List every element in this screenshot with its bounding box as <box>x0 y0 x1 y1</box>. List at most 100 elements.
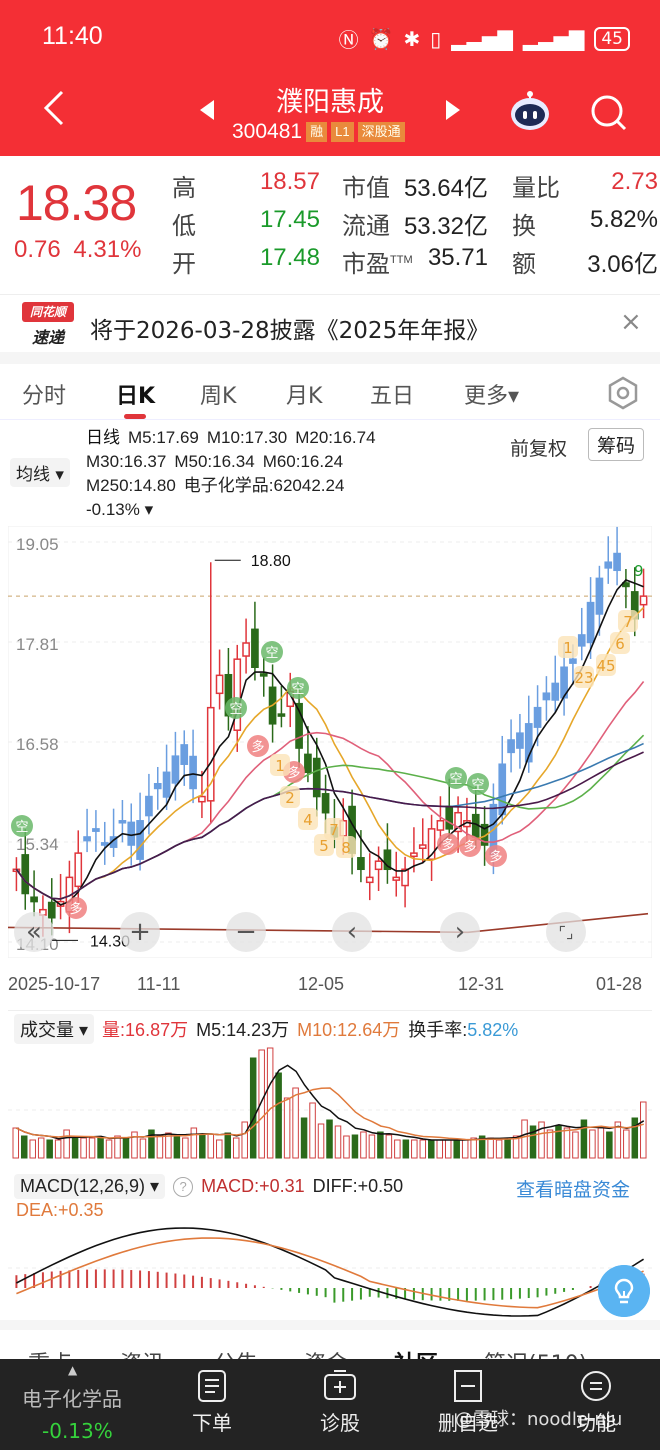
fullscreen-button[interactable]: ⌜⌟ <box>546 912 586 952</box>
price-change: 0.76 4.31% <box>14 236 141 264</box>
tab-weekly-k[interactable]: 周K <box>200 384 237 409</box>
quote-label: 低 <box>172 213 196 240</box>
svg-text:4: 4 <box>303 811 313 829</box>
news-logo: 同花顺 速递 <box>22 302 74 348</box>
remove-icon <box>454 1370 482 1402</box>
quote-value: 17.45 <box>259 206 320 233</box>
sector-change[interactable]: -0.13% ▾ <box>86 500 154 519</box>
period-label: 日线 <box>86 428 120 447</box>
ma20: M20:16.74 <box>295 428 376 447</box>
ma250: M250:14.80 <box>86 476 176 495</box>
ma30: M30:16.37 <box>86 452 167 471</box>
order-button[interactable]: 下单 <box>192 1369 232 1436</box>
tag-connect: 深股通 <box>357 122 405 142</box>
ma5: M5:17.69 <box>128 428 199 447</box>
turnover-label-text: 换手率: <box>408 1020 468 1040</box>
news-banner[interactable]: 同花顺 速递 将于2026-03-28披露《2025年年报》 × <box>0 294 660 352</box>
svg-text:多: 多 <box>463 839 476 855</box>
macd-chart[interactable] <box>8 1192 652 1322</box>
candlestick-chart[interactable]: 19.0517.8116.5815.3414.1018.8014.30空空空空空… <box>8 526 652 958</box>
sub-tabs: 重点 资讯 公告 资金 社区 简况(510) <box>0 1330 660 1360</box>
index-name[interactable]: 电子化学品 <box>22 1387 122 1411</box>
ma60: M60:16.24 <box>262 452 344 471</box>
stock-code: 300481 <box>232 120 303 143</box>
expand-up-icon[interactable]: ▲ <box>68 1363 78 1377</box>
prev-stock-button[interactable] <box>200 100 214 120</box>
svg-text:9: 9 <box>634 562 644 580</box>
svg-text:多: 多 <box>69 901 82 917</box>
zoom-in-button[interactable]: + <box>120 912 160 952</box>
dea-value: DEA:+0.35 <box>16 1200 104 1220</box>
turnover-label: 换手率:5.82% <box>408 1016 518 1042</box>
subtab-funds[interactable]: 资金 <box>304 1346 348 1360</box>
quote-value: 3.06亿 <box>587 251 658 278</box>
svg-text:空: 空 <box>265 646 278 661</box>
subtab-community[interactable]: 社区 <box>394 1346 438 1360</box>
quote-row: 低 17.45 流通 53.32亿 换 5.82% <box>172 206 660 240</box>
quote-label: 市值 <box>342 175 390 202</box>
remove-watchlist-button[interactable]: 删自选 <box>438 1369 498 1436</box>
quote-label: 高 <box>172 175 196 202</box>
svg-text:空: 空 <box>449 772 462 787</box>
volume-selector[interactable]: 成交量 ▾ <box>14 1014 95 1044</box>
svg-text:18.80: 18.80 <box>251 553 291 570</box>
subtab-news[interactable]: 资讯 <box>120 1346 164 1360</box>
subtab-announcements[interactable]: 公告 <box>214 1346 258 1360</box>
svg-text:多: 多 <box>251 739 264 755</box>
scroll-right-button[interactable]: › <box>440 912 480 952</box>
quote-label: 开 <box>172 251 196 278</box>
bluetooth-icon: ✱ <box>403 26 421 51</box>
svg-text:19.05: 19.05 <box>16 535 59 554</box>
svg-text:多: 多 <box>489 849 502 865</box>
zoom-out-button[interactable]: − <box>226 912 266 952</box>
adjust-mode[interactable]: 前复权 <box>510 438 568 460</box>
lightbulb-icon[interactable] <box>598 1265 650 1317</box>
tab-daily-k[interactable]: 日K <box>116 384 156 409</box>
volume-chart[interactable] <box>8 1040 652 1160</box>
quote-label: 额 <box>512 251 536 278</box>
quote-row: 高 18.57 市值 53.64亿 量比 2.73 <box>172 168 660 202</box>
tab-five-day[interactable]: 五日 <box>370 384 415 409</box>
search-icon[interactable] <box>590 94 628 132</box>
status-icons: Ⓝ ⏰ ✱ ▯ ▂▃▅▇ ▂▃▅▇ 45 <box>339 24 630 53</box>
tab-monthly-k[interactable]: 月K <box>286 384 323 409</box>
scroll-start-button[interactable]: « <box>14 912 54 952</box>
macd-value: MACD:+0.31 <box>201 1176 305 1196</box>
change-percent: 4.31% <box>73 236 142 263</box>
index-change: -0.13% <box>42 1419 113 1443</box>
news-text[interactable]: 将于2026-03-28披露《2025年年报》 <box>90 318 490 344</box>
date-label: 01-28 <box>596 974 643 994</box>
sector-index: 电子化学品:62042.24 <box>183 476 345 495</box>
settings-icon[interactable] <box>606 376 640 410</box>
subtab-highlights[interactable]: 重点 <box>28 1346 72 1360</box>
diagnose-label: 诊股 <box>320 1411 360 1435</box>
robot-assistant-icon[interactable] <box>508 88 552 132</box>
back-button[interactable] <box>40 88 70 128</box>
date-label: 2025-10-17 <box>8 974 101 994</box>
svg-text:空: 空 <box>229 702 242 717</box>
macd-selector[interactable]: MACD(12,26,9) ▾ <box>14 1174 166 1199</box>
date-axis: 2025-10-17 11-11 12-05 12-31 01-28 <box>0 970 660 1000</box>
subtab-profile[interactable]: 简况(510) <box>484 1346 587 1360</box>
scroll-left-button[interactable]: ‹ <box>332 912 372 952</box>
dark-pool-link[interactable]: 查看暗盘资金 <box>516 1179 631 1201</box>
next-stock-button[interactable] <box>446 100 460 120</box>
svg-text:多: 多 <box>287 765 300 781</box>
close-icon[interactable]: × <box>620 307 642 337</box>
stock-subtitle: 300481 融 L1 深股通 <box>232 120 405 144</box>
diagnose-button[interactable]: 诊股 <box>320 1369 360 1436</box>
help-icon[interactable]: ? <box>173 1176 194 1197</box>
quote-value: 53.64亿 <box>403 175 488 202</box>
turnover-value: 5.82% <box>467 1020 519 1040</box>
bottom-bar: ▲ 电子化学品 -0.13% 下单 诊股 删自选 功能 @雪球：noodle-n… <box>0 1359 660 1450</box>
tag-margin: 融 <box>306 122 328 142</box>
volume-legend: 成交量 ▾ 量:16.87万 M5:14.23万 M10:12.64万 换手率:… <box>14 1014 518 1044</box>
tab-intraday[interactable]: 分时 <box>22 384 67 409</box>
svg-text:16.58: 16.58 <box>16 735 59 754</box>
chip-distribution-button[interactable]: 筹码 <box>588 428 645 461</box>
svg-text:17.81: 17.81 <box>16 635 59 654</box>
ma-selector[interactable]: 均线 ▾ <box>10 458 70 487</box>
divider <box>0 1320 660 1330</box>
functions-button[interactable]: 功能 <box>576 1369 616 1436</box>
tab-more[interactable]: 更多▾ <box>464 384 520 409</box>
